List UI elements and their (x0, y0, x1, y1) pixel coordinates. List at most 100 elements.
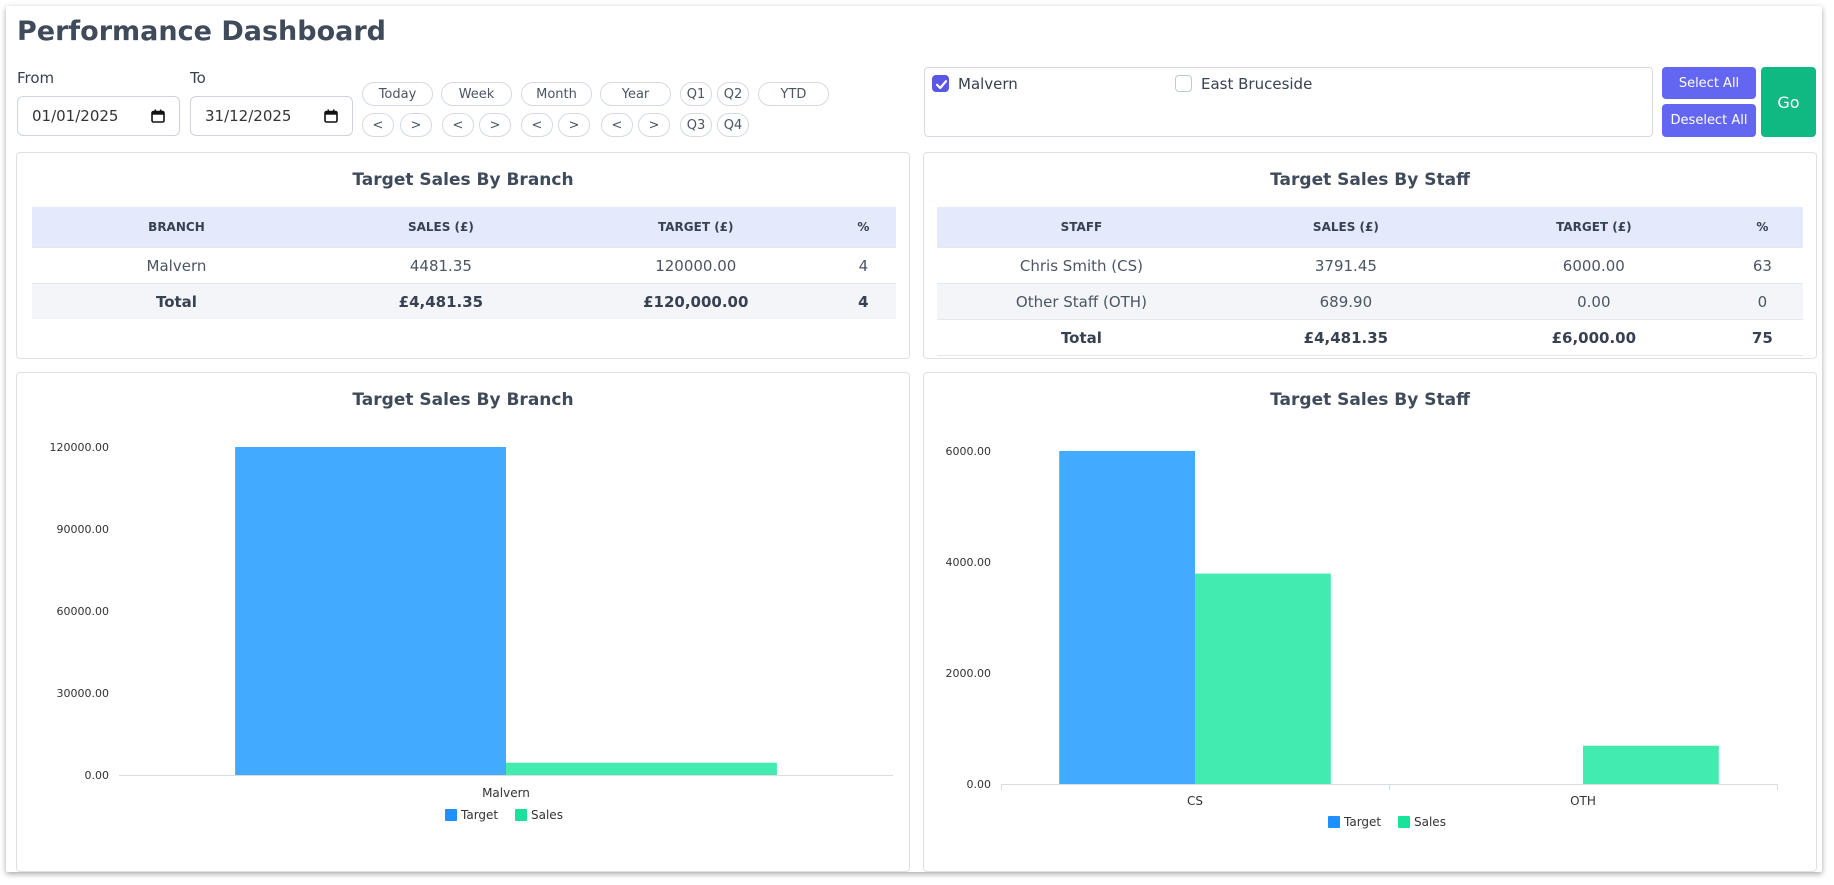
table-total-row: Total £4,481.35 £120,000.00 4 (32, 283, 896, 319)
deselect-all-button[interactable]: Deselect All (1662, 104, 1756, 137)
year-prev-button[interactable]: < (601, 113, 633, 137)
branch-filter-box (924, 67, 1653, 137)
bar-target (235, 447, 506, 775)
check-icon (935, 80, 948, 90)
branch-table: BRANCH SALES (£) TARGET (£) % Malvern 44… (32, 207, 896, 319)
to-date-input[interactable]: 31/12/2025 (190, 96, 353, 136)
column-header: TARGET (£) (560, 207, 831, 248)
legend-swatch-sales (515, 809, 527, 821)
week-next-button[interactable]: > (479, 113, 511, 137)
branch-chart-card: Target Sales By Branch 0.00 30000.00 60000… (16, 372, 910, 872)
table-header-row: STAFF SALES (£) TARGET (£) % (937, 207, 1803, 248)
table-cell: 120000.00 (560, 247, 831, 284)
go-button[interactable]: Go (1761, 67, 1816, 137)
table-cell: Chris Smith (CS) (937, 247, 1226, 284)
branch-checkbox-east-bruceside[interactable] (1175, 75, 1192, 92)
y-tick-label: 90000.00 (57, 523, 110, 536)
branch-checkbox-malvern[interactable] (932, 75, 949, 92)
table-cell: 689.90 (1225, 283, 1466, 320)
week-prev-button[interactable]: < (442, 113, 474, 137)
table-cell: Total (32, 283, 321, 319)
legend-swatch-target (1328, 816, 1340, 828)
column-header: SALES (£) (1225, 207, 1466, 248)
q3-button[interactable]: Q3 (680, 113, 712, 137)
table-header-row: BRANCH SALES (£) TARGET (£) % (32, 207, 896, 248)
table-row: Other Staff (OTH) 689.90 0.00 0 (937, 283, 1803, 320)
table-total-row: Total £4,481.35 £6,000.00 75 (937, 319, 1803, 356)
branch-table-card: Target Sales By Branch BRANCH SALES (£) … (16, 152, 910, 359)
table-row: Malvern 4481.35 120000.00 4 (32, 247, 896, 284)
bar-sales (1583, 745, 1719, 784)
x-tick-label: CS (1187, 794, 1203, 808)
from-date-input[interactable]: 01/01/2025 (17, 96, 180, 136)
column-header: STAFF (937, 207, 1226, 248)
staff-table-title: Target Sales By Staff (1270, 170, 1470, 190)
year-next-button[interactable]: > (638, 113, 670, 137)
today-next-button[interactable]: > (400, 113, 432, 137)
legend-label: Sales (1414, 815, 1446, 829)
calendar-icon[interactable] (324, 109, 338, 123)
x-tick-label: Malvern (482, 786, 530, 800)
table-cell: £4,481.35 (1225, 319, 1466, 356)
today-prev-button[interactable]: < (362, 113, 394, 137)
staff-chart-title: Target Sales By Staff (1270, 390, 1470, 410)
table-cell: £6,000.00 (1465, 319, 1722, 356)
table-cell: 4 (830, 247, 896, 284)
q1-button[interactable]: Q1 (680, 82, 712, 106)
y-tick-label: 0.00 (85, 769, 110, 782)
table-cell: 63 (1721, 247, 1803, 284)
table-cell: £4,481.35 (320, 283, 561, 319)
bar-sales (506, 762, 777, 775)
branch-chart-title: Target Sales By Branch (352, 390, 574, 410)
table-cell: Malvern (32, 247, 321, 284)
y-tick-label: 4000.00 (946, 556, 992, 569)
branch-label-east-bruceside: East Bruceside (1201, 75, 1313, 93)
table-cell: 6000.00 (1465, 247, 1722, 284)
from-date-value: 01/01/2025 (32, 107, 119, 125)
month-button[interactable]: Month (521, 82, 592, 106)
select-all-button[interactable]: Select All (1662, 67, 1756, 99)
table-cell: 4 (830, 283, 896, 319)
staff-table-card: Target Sales By Staff STAFF SALES (£) TA… (923, 152, 1817, 359)
y-tick-label: 6000.00 (946, 445, 992, 458)
branch-bar-chart: 0.00 30000.00 60000.00 90000.00 120000.00 Mal… (50, 441, 893, 822)
from-label: From (17, 69, 55, 87)
table-cell: Other Staff (OTH) (937, 283, 1226, 320)
x-tick-label: OTH (1570, 794, 1596, 808)
year-button[interactable]: Year (600, 82, 671, 106)
y-tick-label: 60000.00 (57, 605, 110, 618)
q4-button[interactable]: Q4 (717, 113, 749, 137)
branch-label-malvern: Malvern (958, 75, 1018, 93)
calendar-icon[interactable] (151, 109, 165, 123)
column-header: % (1721, 207, 1803, 248)
bar-target (1059, 451, 1195, 784)
column-header: SALES (£) (320, 207, 561, 248)
y-tick-label: 0.00 (967, 778, 992, 791)
legend-swatch-sales (1398, 816, 1410, 828)
week-button[interactable]: Week (441, 82, 512, 106)
q2-button[interactable]: Q2 (717, 82, 749, 106)
month-next-button[interactable]: > (558, 113, 590, 137)
table-cell: 4481.35 (320, 247, 561, 284)
staff-bar-chart: 0.00 2000.00 4000.00 6000.00 CS OTH Target Sale… (946, 445, 1778, 829)
ytd-button[interactable]: YTD (758, 82, 829, 106)
staff-table: STAFF SALES (£) TARGET (£) % Chris Smith… (937, 207, 1803, 356)
column-header: BRANCH (32, 207, 321, 248)
today-button[interactable]: Today (362, 82, 433, 106)
staff-chart-card: Target Sales By Staff 0.00 2000.00 4000.00… (923, 372, 1817, 872)
table-cell: £120,000.00 (560, 283, 831, 319)
legend-label: Target (460, 808, 498, 822)
page-title: Performance Dashboard (17, 16, 386, 47)
column-header: TARGET (£) (1465, 207, 1722, 248)
y-tick-label: 120000.00 (50, 441, 110, 454)
to-label: To (190, 69, 206, 87)
month-prev-button[interactable]: < (521, 113, 553, 137)
bar-sales (1195, 573, 1331, 784)
table-row: Chris Smith (CS) 3791.45 6000.00 63 (937, 247, 1803, 284)
table-cell: 0.00 (1465, 283, 1722, 320)
column-header: % (830, 207, 896, 248)
legend-label: Target (1343, 815, 1381, 829)
legend-label: Sales (531, 808, 563, 822)
table-cell: 75 (1721, 319, 1803, 356)
to-date-value: 31/12/2025 (205, 107, 292, 125)
